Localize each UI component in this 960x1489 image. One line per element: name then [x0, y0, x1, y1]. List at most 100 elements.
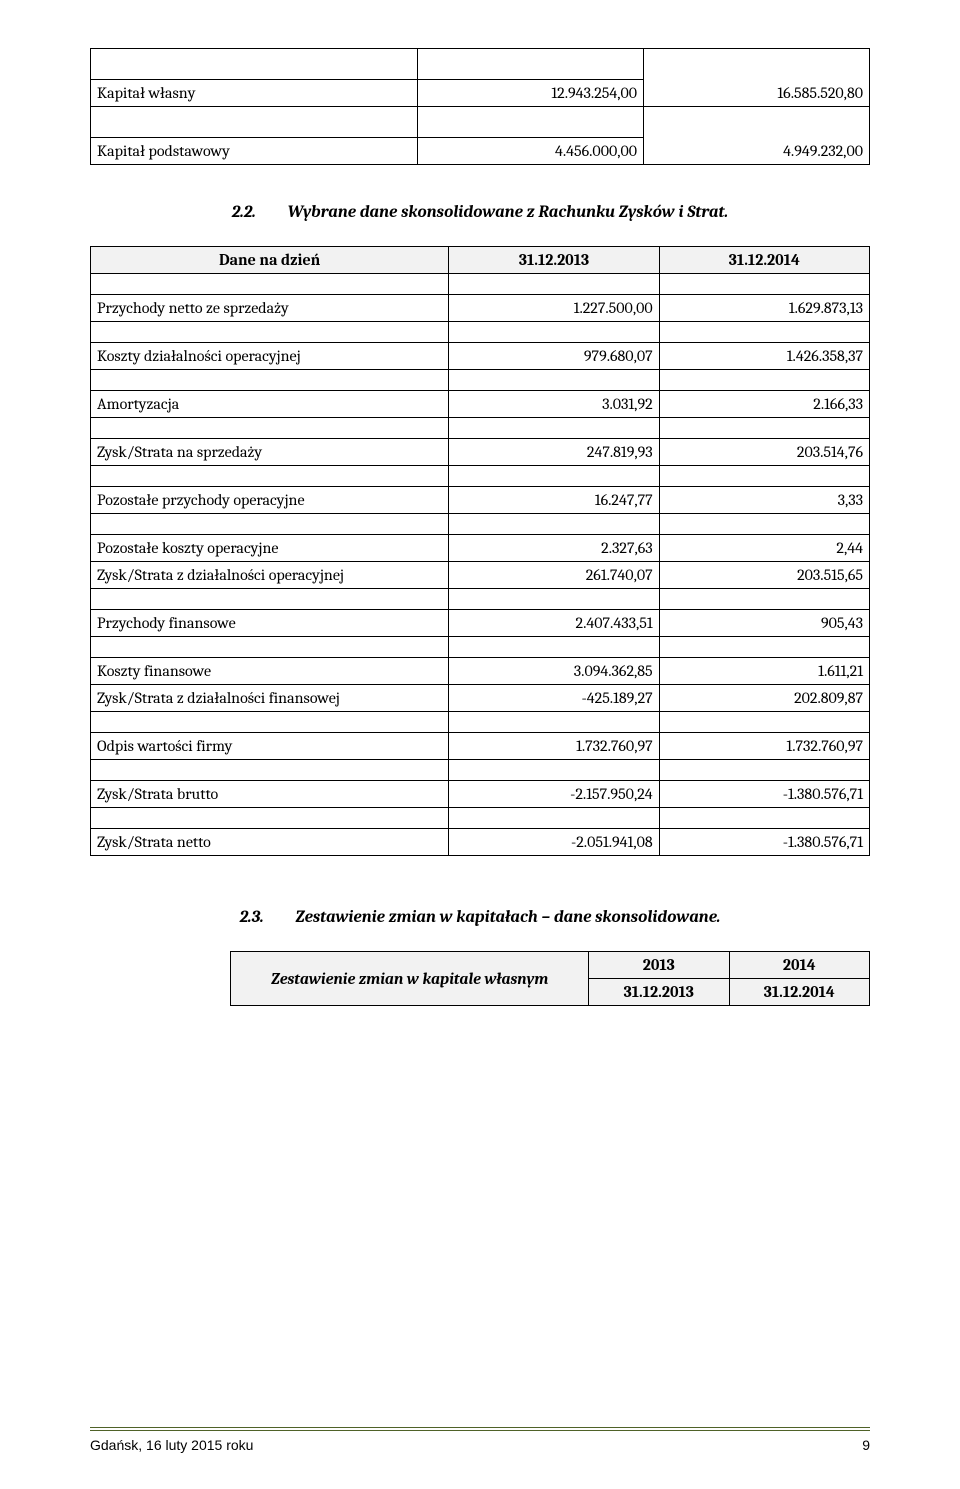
cell-value: -425.189,27 — [449, 685, 659, 712]
empty-cell — [449, 418, 659, 439]
table-row: 16.585.520,80 — [91, 49, 870, 80]
table-header-row: Dane na dzień 31.12.2013 31.12.2014 — [91, 247, 870, 274]
table-capital: 16.585.520,80 Kapitał własny 12.943.254,… — [90, 48, 870, 165]
empty-cell — [91, 370, 449, 391]
cell-label: Koszty działalności operacyjnej — [91, 343, 449, 370]
spacer-row — [91, 637, 870, 658]
empty-cell — [449, 466, 659, 487]
empty-cell — [659, 418, 869, 439]
cell-label: Zysk/Strata na sprzedaży — [91, 439, 449, 466]
cell-label: Kapitał podstawowy — [91, 138, 418, 165]
section-heading-22: 2.2. Wybrane dane skonsolidowane z Rachu… — [90, 203, 870, 222]
footer-page-number: 9 — [862, 1437, 870, 1453]
section-heading-23: 2.3. Zestawienie zmian w kapitałach – da… — [90, 908, 870, 927]
cell-value: 1.732.760,97 — [449, 733, 659, 760]
empty-cell — [449, 808, 659, 829]
empty-cell — [659, 514, 869, 535]
empty-cell — [659, 274, 869, 295]
table-row: Pozostałe przychody operacyjne16.247,773… — [91, 487, 870, 514]
table-row: Przychody finansowe2.407.433,51905,43 — [91, 610, 870, 637]
page: 16.585.520,80 Kapitał własny 12.943.254,… — [0, 0, 960, 1489]
cell-label: Zysk/Strata z działalności finansowej — [91, 685, 449, 712]
table-row: Przychody netto ze sprzedaży1.227.500,00… — [91, 295, 870, 322]
table-row: Zysk/Strata z działalności operacyjnej26… — [91, 562, 870, 589]
empty-cell — [659, 466, 869, 487]
cell-value: 3.031,92 — [449, 391, 659, 418]
header-title-cell: Zestawienie zmian w kapitale własnym — [231, 952, 589, 1006]
table-row: Odpis wartości firmy1.732.760,971.732.76… — [91, 733, 870, 760]
empty-cell — [91, 637, 449, 658]
cell-value: 203.515,65 — [659, 562, 869, 589]
empty-cell — [418, 49, 644, 80]
spacer-row — [91, 760, 870, 781]
header-cell: 2013 — [589, 952, 729, 979]
cell-value: 3.094.362,85 — [449, 658, 659, 685]
cell-value: 2.327,63 — [449, 535, 659, 562]
table-row: 4.949.232,00 — [91, 107, 870, 138]
cell-value: 4.949.232,00 — [644, 107, 870, 165]
empty-cell — [449, 712, 659, 733]
empty-cell — [91, 712, 449, 733]
empty-cell — [659, 808, 869, 829]
cell-value: 2.407.433,51 — [449, 610, 659, 637]
header-cell: 31.12.2014 — [729, 979, 870, 1006]
cell-value: 1.629.873,13 — [659, 295, 869, 322]
cell-label: Zysk/Strata netto — [91, 829, 449, 856]
cell-label: Pozostałe przychody operacyjne — [91, 487, 449, 514]
empty-cell — [659, 589, 869, 610]
spacer-row — [91, 370, 870, 391]
cell-value: 905,43 — [659, 610, 869, 637]
heading-number: 2.2. — [232, 203, 256, 222]
cell-value: 979.680,07 — [449, 343, 659, 370]
empty-cell — [449, 514, 659, 535]
empty-cell — [659, 637, 869, 658]
cell-value: 4.456.000,00 — [418, 138, 644, 165]
table-row: Zysk/Strata brutto-2.157.950,24-1.380.57… — [91, 781, 870, 808]
empty-cell — [91, 514, 449, 535]
spacer-row — [91, 466, 870, 487]
cell-value: 1.426.358,37 — [659, 343, 869, 370]
table-row: Koszty działalności operacyjnej979.680,0… — [91, 343, 870, 370]
spacer-row — [91, 418, 870, 439]
cell-value: 247.819,93 — [449, 439, 659, 466]
cell-value: 2.166,33 — [659, 391, 869, 418]
table-row: Zysk/Strata na sprzedaży247.819,93203.51… — [91, 439, 870, 466]
header-cell: 31.12.2013 — [449, 247, 659, 274]
empty-cell — [449, 370, 659, 391]
cell-value: -2.157.950,24 — [449, 781, 659, 808]
empty-cell — [91, 808, 449, 829]
spacer-row — [91, 514, 870, 535]
header-cell: Dane na dzień — [91, 247, 449, 274]
empty-cell — [91, 760, 449, 781]
cell-label: Zysk/Strata z działalności operacyjnej — [91, 562, 449, 589]
empty-cell — [91, 107, 418, 138]
cell-value: 12.943.254,00 — [418, 80, 644, 107]
empty-cell — [91, 49, 418, 80]
table-pnl: Dane na dzień 31.12.2013 31.12.2014 Przy… — [90, 246, 870, 856]
footer-rule — [90, 1427, 870, 1431]
heading-title: Zestawienie zmian w kapitałach – dane sk… — [295, 908, 720, 927]
cell-value: 202.809,87 — [659, 685, 869, 712]
spacer-row — [91, 274, 870, 295]
cell-value: 3,33 — [659, 487, 869, 514]
cell-value: 16.247,77 — [449, 487, 659, 514]
cell-value: -1.380.576,71 — [659, 781, 869, 808]
cell-value: 1.227.500,00 — [449, 295, 659, 322]
empty-cell — [449, 589, 659, 610]
empty-cell — [659, 712, 869, 733]
table-row: Zysk/Strata z działalności finansowej-42… — [91, 685, 870, 712]
spacer-row — [91, 589, 870, 610]
empty-cell — [91, 466, 449, 487]
table-row: Pozostałe koszty operacyjne2.327,632,44 — [91, 535, 870, 562]
spacer-row — [91, 712, 870, 733]
cell-label: Pozostałe koszty operacyjne — [91, 535, 449, 562]
empty-cell — [449, 322, 659, 343]
cell-label: Zysk/Strata brutto — [91, 781, 449, 808]
cell-value: 16.585.520,80 — [644, 49, 870, 107]
heading-title: Wybrane dane skonsolidowane z Rachunku Z… — [288, 203, 729, 222]
empty-cell — [659, 322, 869, 343]
cell-value: -2.051.941,08 — [449, 829, 659, 856]
empty-cell — [91, 418, 449, 439]
cell-label: Kapitał własny — [91, 80, 418, 107]
header-cell: 31.12.2013 — [589, 979, 729, 1006]
